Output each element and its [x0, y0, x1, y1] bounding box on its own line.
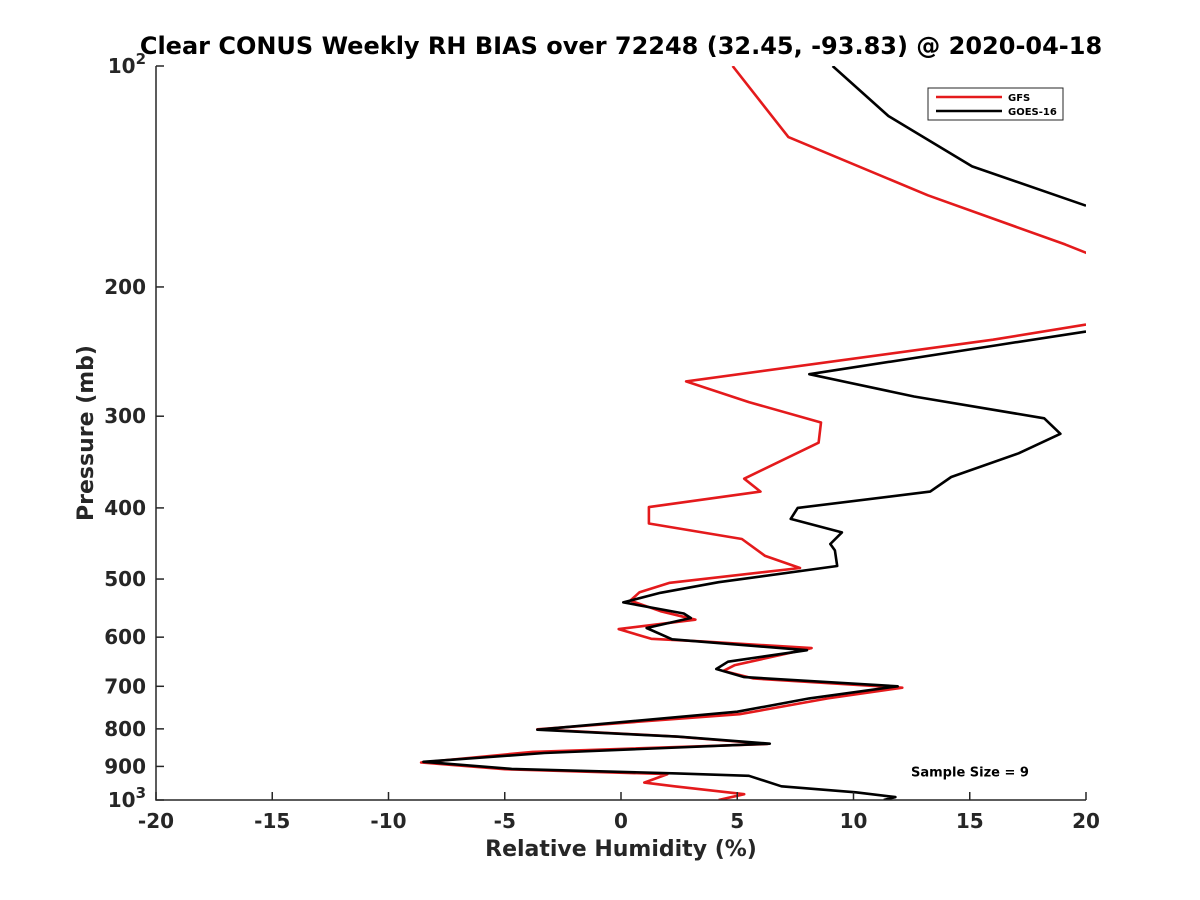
y-tick-label: 600 — [104, 625, 146, 649]
y-tick-label: 103 — [108, 784, 146, 812]
y-tick-label: 400 — [104, 496, 146, 520]
plot-area: -20 -15 -10 -5 0 5 10 15 20 102 200 300 400 500 600 70… — [104, 50, 1100, 833]
series-layer — [419, 66, 1086, 800]
y-axis-label: Pressure (mb) — [74, 345, 99, 521]
x-tick-label: 5 — [730, 809, 744, 833]
x-tick-label: -5 — [494, 809, 516, 833]
y-tick-label: 300 — [104, 404, 146, 428]
x-tick-label: 0 — [614, 809, 628, 833]
legend-box — [927, 87, 1064, 121]
axes-background — [156, 66, 1086, 800]
x-tick-label: -10 — [370, 809, 406, 833]
annotations: Sample Size = 9 — [911, 766, 1029, 781]
chart-title: Clear CONUS Weekly RH BIAS over 72248 (3… — [140, 32, 1102, 60]
legend-label: GOES-16 — [1008, 107, 1057, 118]
sample-size-annotation: Sample Size = 9 — [911, 766, 1029, 781]
series-line-goes-16 — [422, 66, 1086, 800]
y-tick-label: 800 — [104, 717, 146, 741]
x-tick-label: 15 — [956, 809, 984, 833]
x-tick-label: -15 — [254, 809, 290, 833]
x-tick-label: -20 — [138, 809, 174, 833]
y-tick-label: 102 — [108, 50, 146, 78]
x-tick-label: 10 — [840, 809, 868, 833]
legend-label: GFS — [1008, 93, 1030, 104]
x-axis-label: Relative Humidity (%) — [485, 837, 757, 862]
legend: GFS GOES-16 — [927, 87, 1064, 121]
y-ticks: 102 200 300 400 500 600 700 800 900 103 — [104, 50, 164, 812]
y-tick-label: 700 — [104, 674, 146, 698]
y-tick-label: 900 — [104, 754, 146, 778]
y-tick-label: 500 — [104, 567, 146, 591]
x-ticks: -20 -15 -10 -5 0 5 10 15 20 — [138, 792, 1100, 833]
x-tick-label: 20 — [1072, 809, 1100, 833]
y-tick-label: 200 — [104, 275, 146, 299]
